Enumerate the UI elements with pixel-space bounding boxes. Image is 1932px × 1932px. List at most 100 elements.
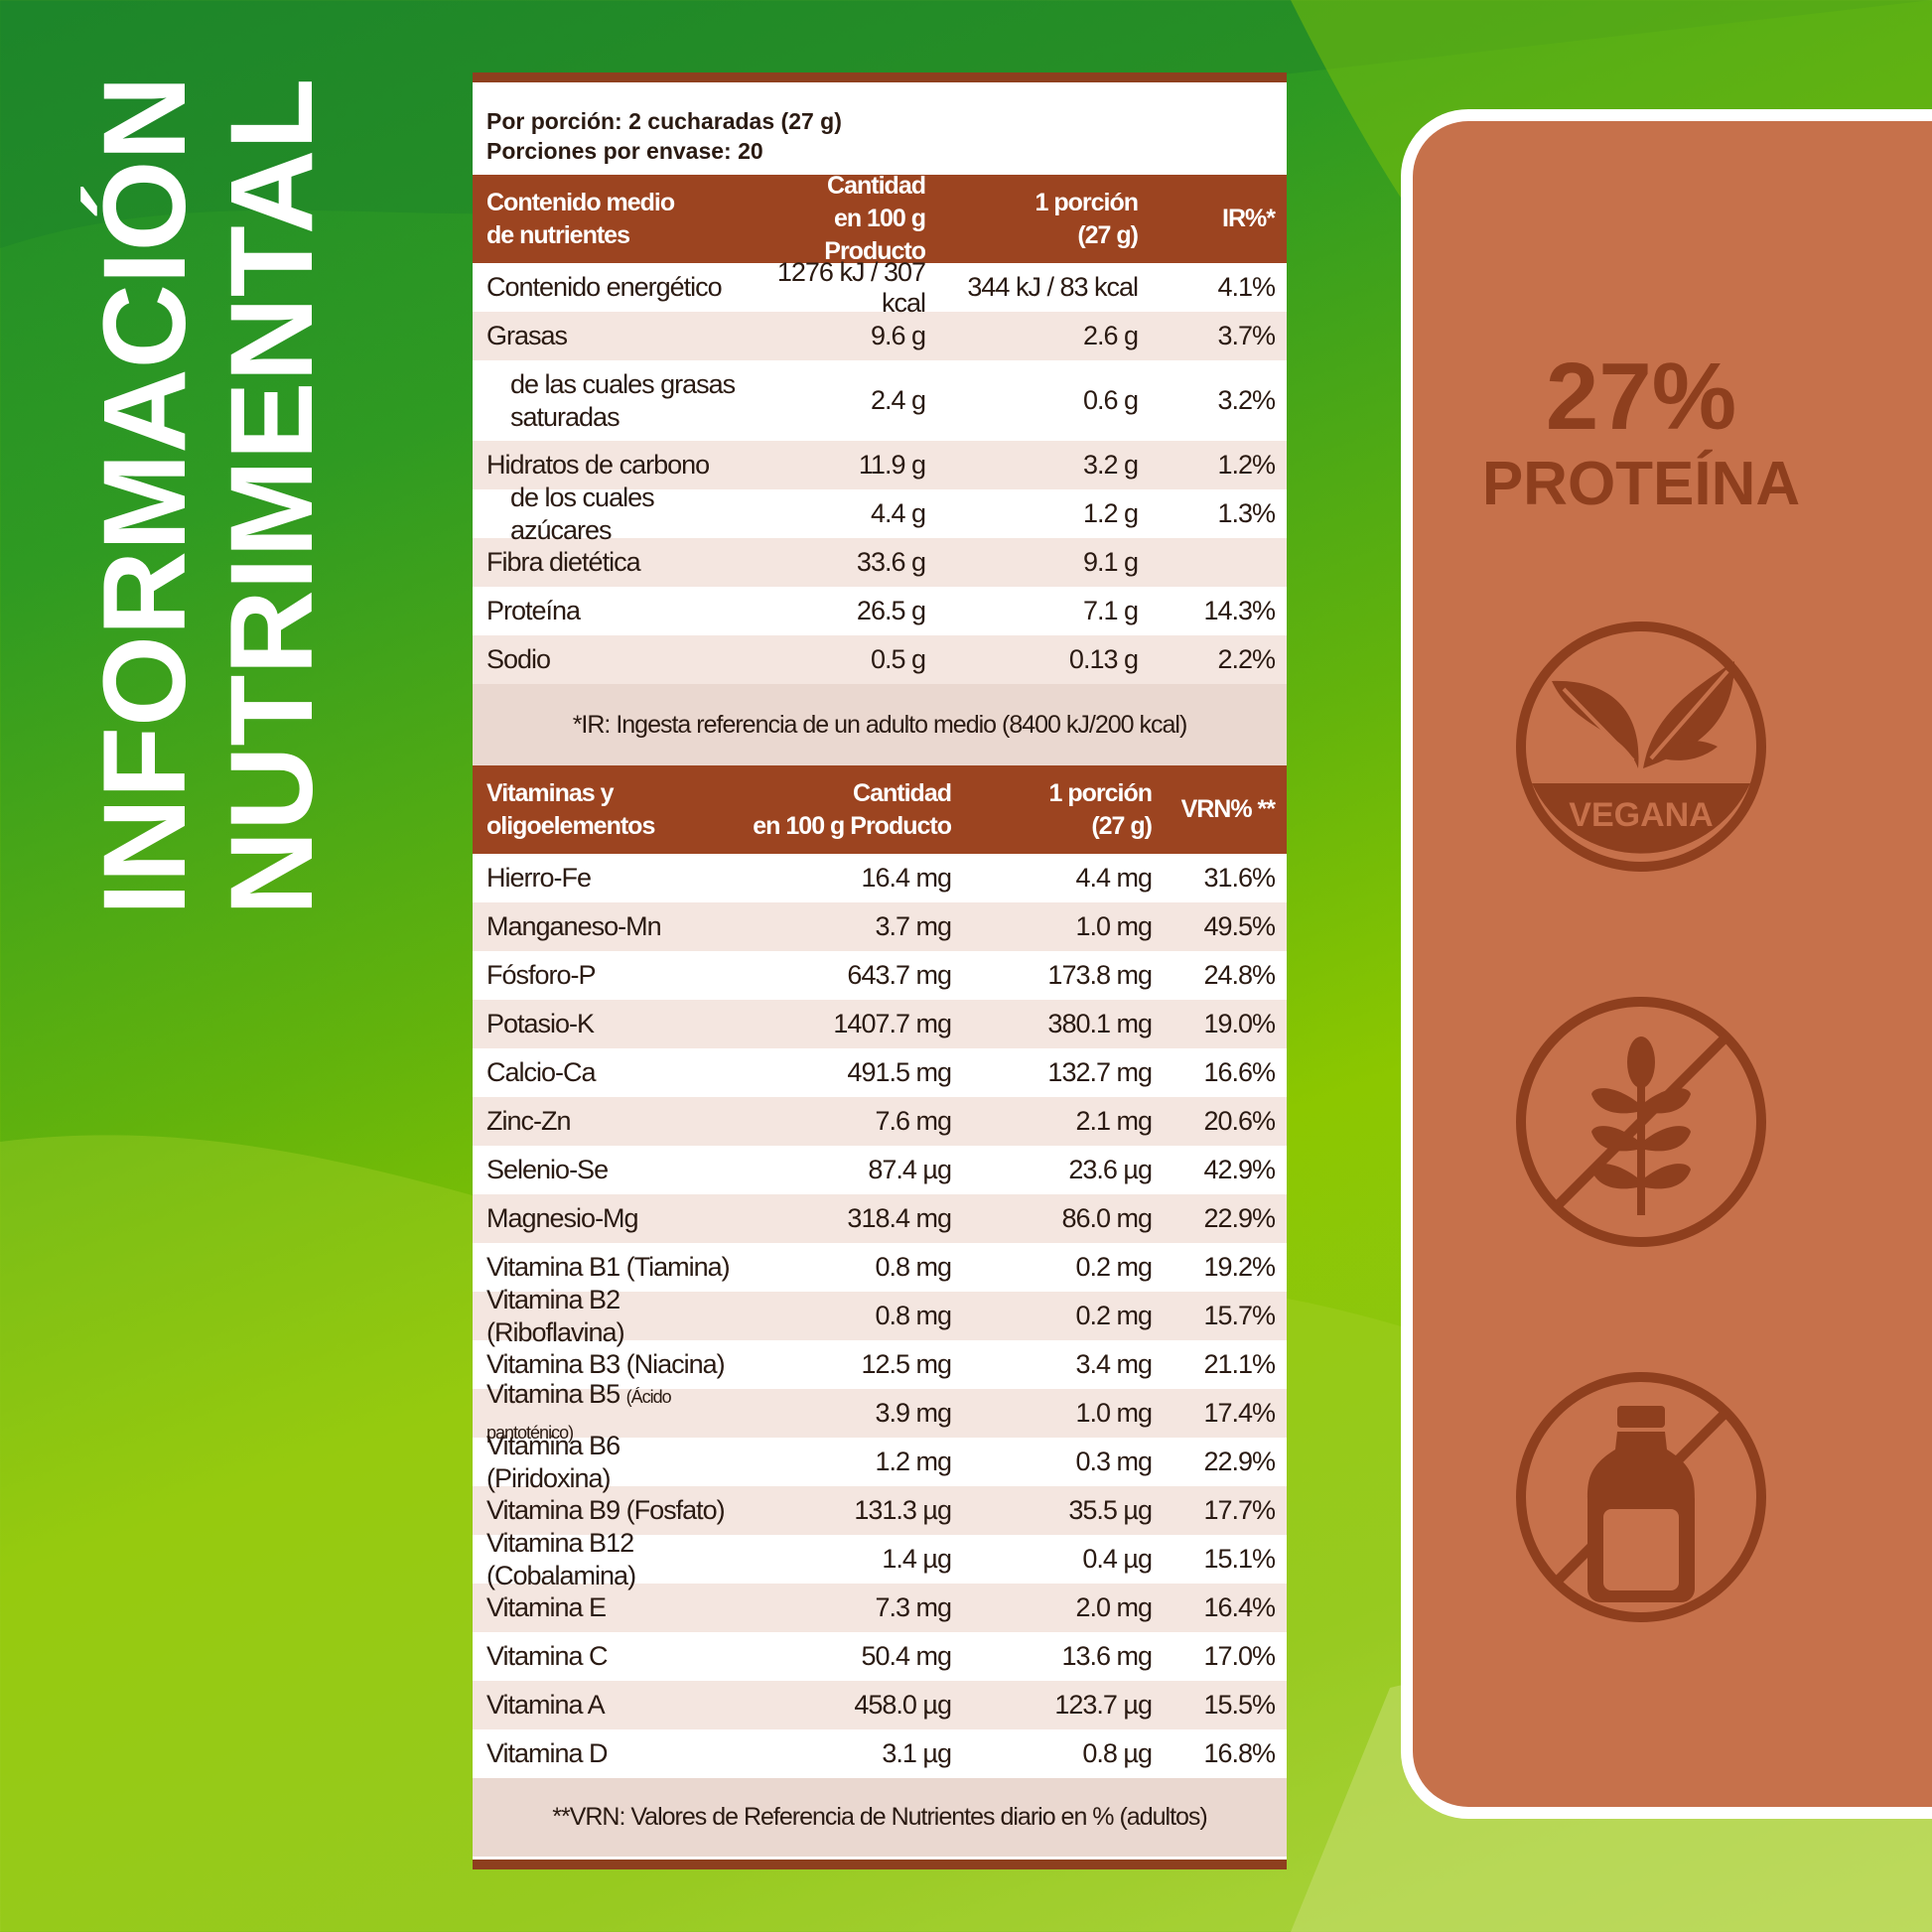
table-row: Calcio-Ca 491.5 mg 132.7 mg 16.6%	[473, 1048, 1287, 1097]
table-row: Selenio-Se 87.4 µg 23.6 µg 42.9%	[473, 1146, 1287, 1194]
vitamin-vrn: 16.6%	[1203, 1057, 1276, 1087]
vitamin-per100: 0.8 mg	[875, 1252, 952, 1282]
vitamin-name: Vitamina B6 (Piridoxina)	[486, 1430, 621, 1493]
table-row: Fibra dietética 33.6 g 9.1 g	[473, 538, 1287, 587]
title-line-2: NUTRIMENTAL	[207, 77, 338, 915]
vitamin-portion: 0.3 mg	[1075, 1447, 1153, 1476]
vitamin-per100: 12.5 mg	[861, 1349, 952, 1379]
vitamin-per100: 3.7 mg	[875, 911, 952, 941]
vitamin-vrn: 21.1%	[1203, 1349, 1276, 1379]
vitamin-portion: 0.4 µg	[1082, 1544, 1153, 1574]
table-row: Grasas 9.6 g 2.6 g 3.7%	[473, 312, 1287, 360]
vitamin-name: Vitamina C	[486, 1641, 609, 1671]
vitamin-per100: 3.9 mg	[875, 1398, 952, 1428]
table-row: Fósforo-P 643.7 mg 173.8 mg 24.8%	[473, 951, 1287, 1000]
vitamin-rows: Hierro-Fe 16.4 mg 4.4 mg 31.6% Manganeso-Mn 3…	[473, 854, 1287, 1778]
vitamin-per100: 1.4 µg	[882, 1544, 952, 1574]
vitamin-name: Magnesio-Mg	[486, 1203, 639, 1233]
vitamin-name: Zinc-Zn	[486, 1106, 572, 1136]
header-ir: IR%*	[1222, 205, 1276, 232]
title-block: INFORMACIÓN NUTRIMENTAL	[40, 60, 377, 953]
vitamin-name: Vitamina B5 (Ácido pantoténico)	[486, 1378, 672, 1443]
vegan-leaves-icon: VEGANA	[1516, 621, 1766, 872]
vitamin-vrn: 24.8%	[1203, 960, 1276, 990]
serving-info: Por porción: 2 cucharadas (27 g) Porcion…	[473, 82, 1287, 175]
protein-percent: 27%	[1545, 344, 1737, 450]
vitamin-vrn: 22.9%	[1203, 1203, 1276, 1233]
vitamin-portion: 2.0 mg	[1075, 1592, 1153, 1622]
nutrition-table: Por porción: 2 cucharadas (27 g) Porcion…	[473, 72, 1287, 1869]
header-vitamin: Vitaminas y oligoelementos	[486, 778, 655, 840]
table-row: Vitamina A 458.0 µg 123.7 µg 15.5%	[473, 1681, 1287, 1729]
vitamin-name: Vitamina A	[486, 1690, 606, 1720]
vitamin-per100: 131.3 µg	[854, 1495, 952, 1525]
vitamin-per100: 1.2 mg	[875, 1447, 952, 1476]
header-per100: Cantidad en 100 g Producto	[753, 778, 952, 840]
vitamin-vrn: 16.4%	[1203, 1592, 1276, 1622]
vitamin-name: Manganeso-Mn	[486, 911, 662, 941]
vrn-footnote: **VRN: Valores de Referencia de Nutrient…	[473, 1778, 1287, 1857]
vitamin-portion: 23.6 µg	[1068, 1155, 1153, 1184]
vitamins-header: Vitaminas y oligoelementos Cantidad en 100…	[473, 765, 1287, 854]
vitamin-vrn: 20.6%	[1203, 1106, 1276, 1136]
vitamin-name: Vitamina D	[486, 1738, 609, 1768]
vitamin-vrn: 19.0%	[1203, 1009, 1276, 1038]
serving-size: Por porción: 2 cucharadas (27 g)	[486, 108, 842, 134]
vitamin-vrn: 17.4%	[1203, 1398, 1276, 1428]
vitamin-name: Potasio-K	[486, 1009, 595, 1038]
title-line-1: INFORMACIÓN	[79, 75, 210, 915]
vitamin-portion: 0.2 mg	[1075, 1252, 1153, 1282]
header-nutrient: Contenido medio de nutrientes	[486, 188, 675, 249]
table-row: Vitamina C 50.4 mg 13.6 mg 17.0%	[473, 1632, 1287, 1681]
vitamin-portion: 1.0 mg	[1075, 1398, 1153, 1428]
vitamin-per100: 16.4 mg	[861, 863, 952, 893]
vitamin-portion: 123.7 µg	[1054, 1690, 1153, 1720]
table-row: Vitamina B2 (Riboflavina) 0.8 mg 0.2 mg 15.…	[473, 1285, 1287, 1347]
table-row: Vitamina B1 (Tiamina) 0.8 mg 0.2 mg 19.2%	[473, 1243, 1287, 1292]
vitamin-name: Vitamina B2 (Riboflavina)	[486, 1284, 625, 1347]
vitamin-per100: 3.1 µg	[882, 1738, 952, 1768]
gluten-free-icon	[1516, 997, 1766, 1247]
table-row: de los cuales azúcares 4.4 g 1.2 g 1.3%	[510, 482, 1276, 545]
table-row: Zinc-Zn 7.6 mg 2.1 mg 20.6%	[473, 1097, 1287, 1146]
vitamin-name: Fósforo-P	[486, 960, 597, 990]
vitamin-portion: 380.1 mg	[1047, 1009, 1153, 1038]
table-row: Vitamina B5 (Ácido pantoténico) 3.9 mg 1.0…	[473, 1379, 1287, 1443]
vitamin-portion: 0.8 µg	[1082, 1738, 1153, 1768]
protein-label: PROTEÍNA	[1481, 450, 1801, 518]
vitamin-vrn: 15.7%	[1203, 1301, 1276, 1330]
vitamin-portion: 4.4 mg	[1075, 863, 1153, 893]
vitamin-per100: 87.4 µg	[868, 1155, 952, 1184]
vitamin-per100: 1407.7 mg	[833, 1009, 952, 1038]
vitamin-per100: 458.0 µg	[854, 1690, 952, 1720]
table-row: Hierro-Fe 16.4 mg 4.4 mg 31.6%	[473, 854, 1287, 902]
vitamin-portion: 0.2 mg	[1075, 1301, 1153, 1330]
dairy-free-icon	[1516, 1372, 1766, 1622]
header-vrn: VRN% **	[1180, 795, 1276, 823]
vitamin-vrn: 31.6%	[1203, 863, 1276, 893]
vitamin-portion: 86.0 mg	[1061, 1203, 1153, 1233]
vitamin-vrn: 17.7%	[1203, 1495, 1276, 1525]
table-row: Sodio 0.5 g 0.13 g 2.2%	[473, 635, 1287, 684]
table-row: Manganeso-Mn 3.7 mg 1.0 mg 49.5%	[473, 902, 1287, 951]
vitamin-portion: 132.7 mg	[1047, 1057, 1153, 1087]
table-row: Contenido energético 1276 kJ / 307 kcal 34…	[486, 256, 1276, 318]
table-row: Vitamina B9 (Fosfato) 131.3 µg 35.5 µg 17.7…	[473, 1486, 1287, 1535]
vitamin-name: Vitamina B12 (Cobalamina)	[486, 1527, 636, 1590]
vitamin-vrn: 15.1%	[1203, 1544, 1276, 1574]
table-row: Potasio-K 1407.7 mg 380.1 mg 19.0%	[473, 1000, 1287, 1048]
vitamin-vrn: 19.2%	[1203, 1252, 1276, 1282]
table-row: Vitamina E 7.3 mg 2.0 mg 16.4%	[473, 1584, 1287, 1632]
vitamin-vrn: 16.8%	[1203, 1738, 1276, 1768]
header-portion: 1 porción (27 g)	[1048, 778, 1153, 840]
vitamin-name: Hierro-Fe	[486, 863, 592, 893]
vitamin-vrn: 22.9%	[1203, 1447, 1276, 1476]
table-row: de las cuales grasas saturadas 2.4 g 0.6 g…	[510, 368, 1276, 432]
vitamin-per100: 0.8 mg	[875, 1301, 952, 1330]
table-row: Vitamina B6 (Piridoxina) 1.2 mg 0.3 mg 22.9…	[473, 1431, 1287, 1493]
table-row: Vitamina B12 (Cobalamina) 1.4 µg 0.4 µg 15.…	[473, 1528, 1287, 1590]
table-row: Vitamina D 3.1 µg 0.8 µg 16.8%	[473, 1729, 1287, 1778]
vitamin-name: Vitamina B9 (Fosfato)	[486, 1495, 726, 1525]
vitamin-name: Vitamina E	[486, 1592, 607, 1622]
vitamin-vrn: 15.5%	[1203, 1690, 1276, 1720]
